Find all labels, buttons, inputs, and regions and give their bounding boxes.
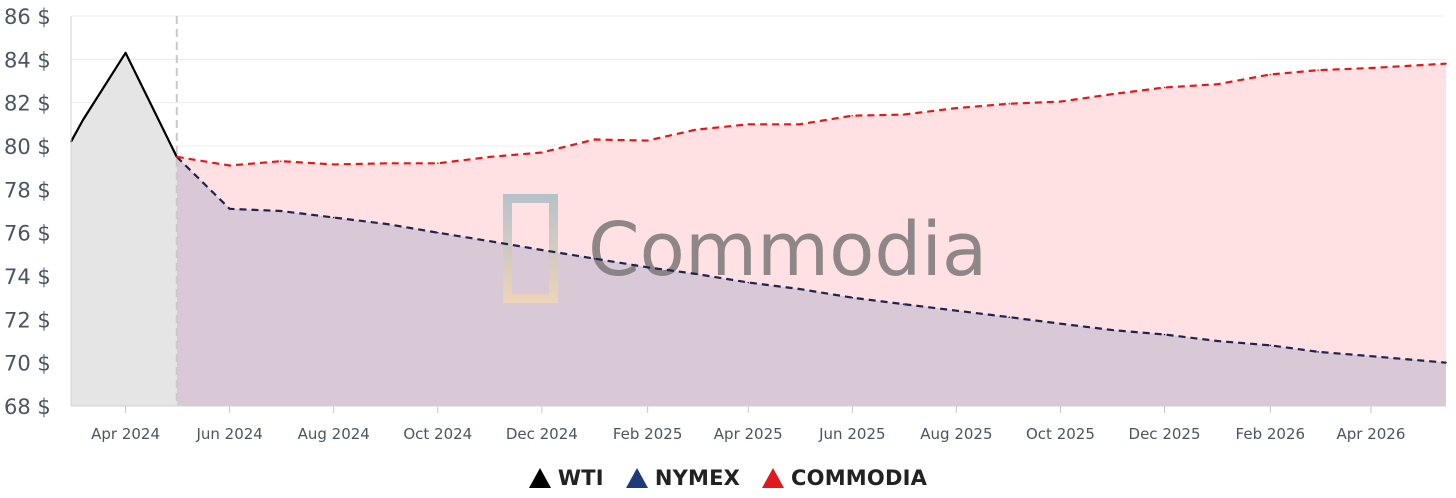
- point-nymex: [593, 257, 596, 260]
- y-tick-label: 72 $: [4, 308, 51, 332]
- point-wti: [82, 119, 84, 121]
- area-nymex: [176, 156, 1446, 406]
- y-axis: 68 $ 70 $ 72 $ 74 $ 76 $ 78 $ 80 $ 82 $ 84 $ 86 $: [4, 5, 72, 419]
- point-commodia: [1445, 62, 1447, 65]
- point-commodia: [694, 128, 697, 131]
- y-tick-label: 78 $: [4, 178, 51, 202]
- point-commodia: [851, 114, 854, 117]
- x-tick-label: Apr 2026: [1336, 425, 1405, 443]
- point-nymex: [541, 249, 543, 251]
- point-commodia: [1112, 93, 1115, 95]
- x-tick-label: Apr 2025: [714, 425, 783, 443]
- y-tick-label: 74 $: [4, 265, 51, 289]
- point-nymex: [489, 240, 492, 243]
- point-commodia: [385, 162, 388, 165]
- point-nymex: [955, 309, 958, 312]
- point-commodia: [955, 107, 958, 109]
- watermark-logo-icon: [503, 194, 558, 303]
- point-nymex: [851, 296, 854, 299]
- point-nymex: [436, 231, 439, 234]
- x-axis: Apr 2024 Jun 2024 Aug 2024 Oct 2024 Dec 2024…: [71, 405, 1446, 443]
- x-tick-label: Oct 2025: [1026, 425, 1095, 443]
- point-commodia: [1059, 100, 1062, 103]
- point-commodia: [798, 123, 801, 126]
- point-commodia: [332, 163, 335, 166]
- point-commodia: [489, 156, 492, 158]
- commodia-watermark: Commodia: [503, 194, 987, 303]
- series-areas: [71, 52, 1446, 407]
- legend-label-nymex: NYMEX: [654, 466, 741, 490]
- line-wti: [70, 51, 178, 158]
- legend-item-nymex[interactable]: NYMEX: [625, 466, 741, 490]
- point-nymex: [1370, 355, 1372, 357]
- x-tick-label: Feb 2025: [613, 425, 683, 443]
- point-nymex: [1445, 361, 1447, 364]
- x-tick-label: Feb 2026: [1236, 425, 1306, 443]
- y-tick-label: 82 $: [4, 92, 51, 116]
- area-wti: [71, 52, 177, 406]
- point-nymex: [798, 288, 801, 290]
- point-nymex: [228, 208, 231, 210]
- legend-label-commodia: COMMODIA: [791, 466, 928, 490]
- point-commodia: [902, 113, 905, 116]
- point-commodia: [1163, 86, 1166, 89]
- y-tick-label: 70 $: [4, 352, 51, 376]
- point-nymex: [1112, 329, 1115, 331]
- y-tick-label: 68 $: [4, 395, 51, 419]
- x-tick-label: Dec 2024: [506, 425, 578, 443]
- y-tick-label: 76 $: [4, 222, 51, 246]
- point-commodia: [280, 160, 282, 162]
- point-nymex: [747, 281, 750, 284]
- point-commodia: [646, 139, 649, 142]
- point-commodia: [1370, 67, 1372, 69]
- point-nymex: [694, 273, 697, 275]
- point-commodia: [436, 162, 439, 165]
- point-nymex: [646, 266, 649, 269]
- point-commodia: [1317, 69, 1319, 71]
- watermark-text: Commodia: [588, 207, 987, 293]
- triangle-icon: [528, 468, 551, 488]
- point-nymex: [1059, 322, 1062, 325]
- point-commodia: [747, 123, 750, 126]
- point-wti: [124, 52, 127, 54]
- point-commodia: [1269, 73, 1272, 76]
- point-nymex: [1008, 316, 1011, 318]
- point-nymex: [1216, 340, 1219, 342]
- point-nymex: [1269, 344, 1272, 347]
- x-tick-label: Jun 2025: [818, 425, 885, 443]
- series-lines: [70, 51, 1447, 364]
- x-tick-label: Apr 2024: [91, 425, 160, 443]
- legend-item-wti[interactable]: WTI: [528, 466, 604, 490]
- point-commodia: [228, 164, 231, 167]
- point-commodia: [593, 138, 596, 141]
- x-tick-label: Jun 2024: [195, 425, 262, 443]
- point-commodia: [541, 151, 543, 154]
- x-tick-label: Aug 2024: [298, 425, 370, 443]
- point-nymex: [1317, 351, 1319, 353]
- point-commodia: [175, 156, 178, 158]
- point-commodia: [1008, 102, 1011, 105]
- y-tick-label: 80 $: [4, 135, 51, 159]
- point-nymex: [332, 216, 335, 219]
- y-tick-label: 86 $: [4, 5, 51, 29]
- point-commodia: [1216, 83, 1219, 86]
- triangle-icon: [762, 468, 785, 488]
- legend-label-wti: WTI: [557, 466, 604, 490]
- x-tick-label: Dec 2025: [1129, 425, 1201, 443]
- x-tick-label: Oct 2024: [403, 425, 472, 443]
- x-tick-label: Aug 2025: [920, 425, 992, 443]
- legend: WTI NYMEX COMMODIA: [0, 466, 1456, 490]
- legend-item-commodia[interactable]: COMMODIA: [762, 466, 927, 490]
- point-nymex: [385, 223, 388, 225]
- y-tick-label: 84 $: [4, 48, 51, 72]
- triangle-icon: [625, 468, 648, 488]
- point-nymex: [902, 303, 905, 305]
- point-nymex: [280, 210, 282, 212]
- point-nymex: [1163, 333, 1166, 336]
